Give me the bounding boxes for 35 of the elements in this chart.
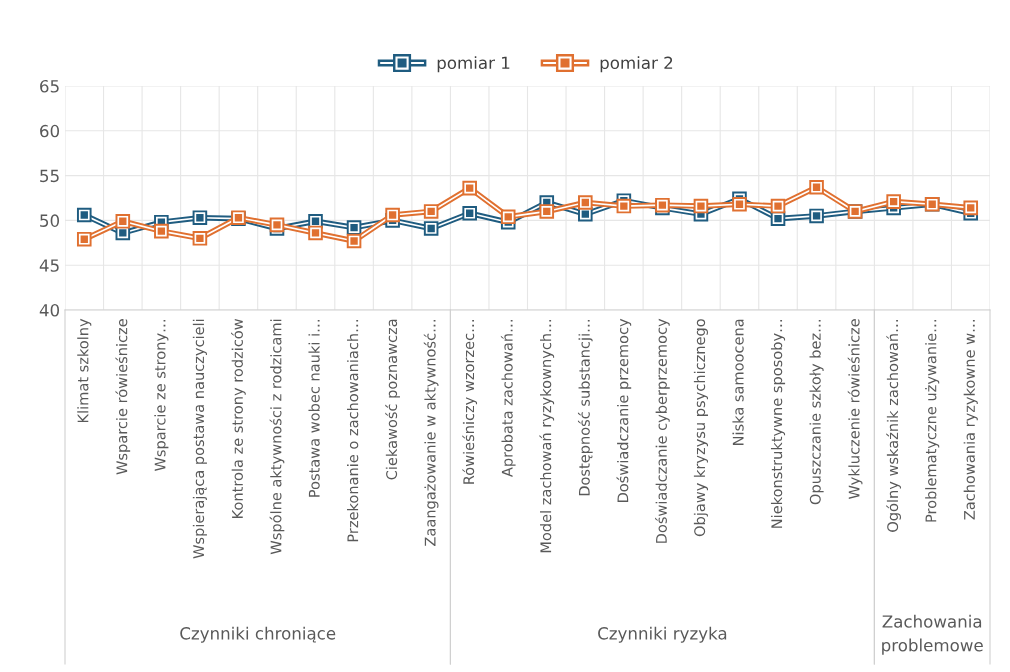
x-tick-label: Model zachowań ryzykownych…	[539, 320, 555, 553]
x-tick-label: Klimat szkolny	[77, 318, 92, 423]
x-tick-label: Wsparcie ze strony…	[154, 320, 169, 472]
x-tick-label: Wspólne aktywności z rodzicami	[269, 319, 285, 555]
y-tick-label: 55	[40, 169, 59, 183]
x-tick-label: Doświadczanie cyberprzemocy	[655, 318, 670, 543]
text: Czynniki ryzyka	[598, 626, 727, 643]
y-tick-label: 50	[40, 214, 60, 227]
x-tick-label: Wykluczenie rówieśnicze	[847, 319, 863, 500]
y-tick-label: 65	[40, 79, 59, 93]
x-tick-label: Rówieśniczy wzorzec…	[462, 320, 478, 484]
y-tick-label: 60	[40, 124, 60, 138]
x-tick-label: Ogólny wskaźnik zachowań…	[886, 320, 901, 532]
x-tick-label: Kontrola ze strony rodziców	[231, 318, 246, 518]
x-tick-label: Niska samoocena	[732, 319, 744, 445]
x-tick-label: Problematyczne używanie…	[925, 320, 940, 522]
legend-label: pomiar 1	[437, 56, 510, 73]
x-tick-label: Aprobata zachowań…	[500, 320, 516, 477]
x-tick-label: Ciekawość poznawcza	[385, 319, 400, 480]
text: Zachowania problemowe	[882, 614, 983, 655]
x-tick-label: Zachowania ryzykowne w…	[963, 320, 978, 520]
x-tick-label: Wsparcie rówieśnicze	[115, 319, 131, 475]
x-tick-label: Opuszczanie szkoły bez…	[809, 320, 824, 505]
y-tick-label: 40	[39, 303, 60, 317]
x-tick-label: Doświadczanie przemocy	[616, 318, 632, 502]
x-tick-label: Postawa wobec nauki i…	[308, 320, 320, 497]
text: Czynniki chroniące	[180, 626, 336, 643]
x-tick-label: Objawy kryzysu psychicznego	[693, 319, 708, 537]
x-tick-label: Niekonstruktywne sposoby…	[770, 320, 786, 528]
y-tick-label: 45	[39, 259, 59, 272]
x-tick-label: Zaangażowanie w aktywność…	[423, 320, 439, 546]
x-tick-label: Przekonanie o zachowaniach…	[347, 320, 359, 542]
legend-label: pomiar 2	[600, 56, 673, 73]
x-tick-label: Wspierająca postawa nauczycieli	[192, 319, 207, 559]
x-tick-label: Dostępność substancji…	[577, 320, 593, 496]
